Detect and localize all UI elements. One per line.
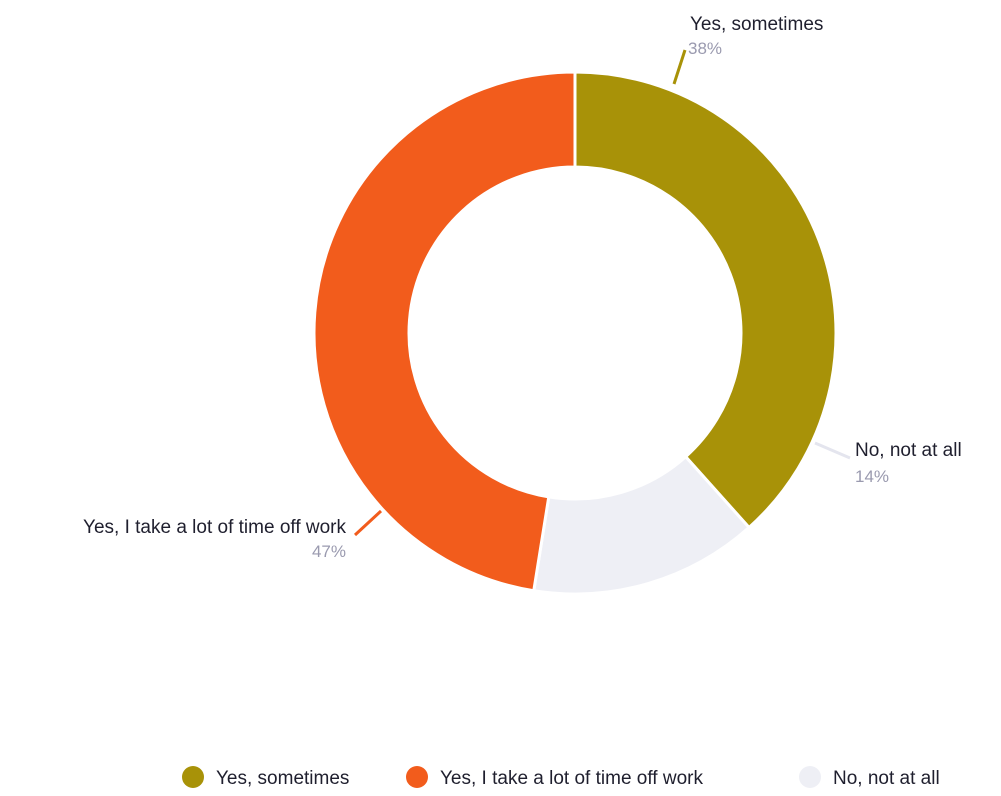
slices-group	[312, 70, 838, 596]
slice-percent-yes-sometimes: 38%	[688, 39, 722, 58]
slice-percent-yes-i-take-a-lot-of-time-off-work: 47%	[312, 542, 346, 561]
leader-line-no-not-at-all	[814, 441, 851, 460]
slice-yes-sometimes	[573, 70, 838, 530]
leader-line-yes-sometimes	[672, 49, 687, 85]
legend: Yes, sometimes Yes, I take a lot of time …	[182, 766, 940, 789]
slice-label-no-not-at-all: No, not at all	[855, 440, 962, 461]
labels-group: Yes, sometimes 38% No, not at all 14% Yes, I…	[83, 14, 962, 561]
slice-label-yes-sometimes: Yes, sometimes	[690, 14, 823, 35]
slice-label-yes-i-take-a-lot-of-time-off-work: Yes, I take a lot of time off work	[83, 517, 346, 538]
legend-label-yes-i-take-a-lot-of-time-off-work: Yes, I take a lot of time off work	[440, 768, 703, 789]
legend-label-no-not-at-all: No, not at all	[833, 768, 940, 789]
leader-line-yes-i-take-a-lot-of-time-off-work	[353, 509, 383, 537]
legend-marker-yes-sometimes	[182, 766, 204, 788]
slice-yes-i-take-a-lot-of-time-off-work	[312, 70, 577, 593]
legend-marker-yes-i-take-a-lot-of-time-off-work	[406, 766, 428, 788]
legend-label-yes-sometimes: Yes, sometimes	[216, 768, 349, 789]
legend-marker-no-not-at-all	[799, 766, 821, 788]
slice-percent-no-not-at-all: 14%	[855, 467, 889, 486]
